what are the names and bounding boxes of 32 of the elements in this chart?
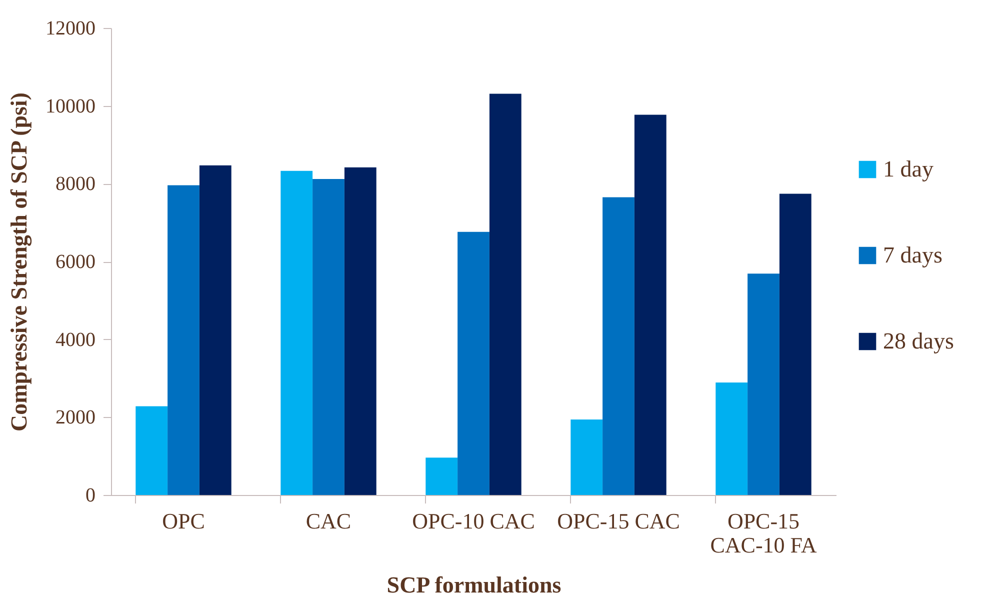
y-tick-label: 4000 xyxy=(56,328,96,351)
y-tick-label: 2000 xyxy=(56,406,96,429)
x-tick-label: OPC-15 CAC xyxy=(557,508,680,534)
x-axis-title: SCP formulations xyxy=(386,572,562,598)
y-axis-title: Compressive Strength of SCP (psi) xyxy=(6,92,32,432)
bar xyxy=(489,94,522,495)
bar xyxy=(716,382,748,495)
bar xyxy=(312,178,344,495)
y-tick-label: 6000 xyxy=(56,251,96,273)
bar xyxy=(602,197,634,495)
legend-label: 1 day xyxy=(883,156,934,182)
bar xyxy=(199,165,232,495)
x-tick-label: OPC xyxy=(162,508,205,534)
y-tick-label: 12000 xyxy=(46,18,96,40)
y-tick-label: 8000 xyxy=(56,173,96,196)
bar xyxy=(136,406,168,495)
bar xyxy=(458,232,490,495)
bar xyxy=(634,114,666,495)
x-tick-label: OPC-10 CAC xyxy=(412,508,535,534)
bar xyxy=(168,185,200,495)
bar xyxy=(779,194,812,495)
legend-label: 7 days xyxy=(883,242,942,268)
x-tick-label: CAC xyxy=(306,508,352,534)
legend-label: 28 days xyxy=(883,328,954,354)
x-tick-label: OPC-15 CAC-10 FA xyxy=(710,508,817,558)
bar xyxy=(748,274,780,495)
y-tick-label: 10000 xyxy=(46,95,96,118)
y-tick-label: 0 xyxy=(86,484,96,506)
bar xyxy=(570,420,603,495)
bar xyxy=(426,458,458,495)
bar xyxy=(280,170,313,495)
bar xyxy=(344,167,376,495)
